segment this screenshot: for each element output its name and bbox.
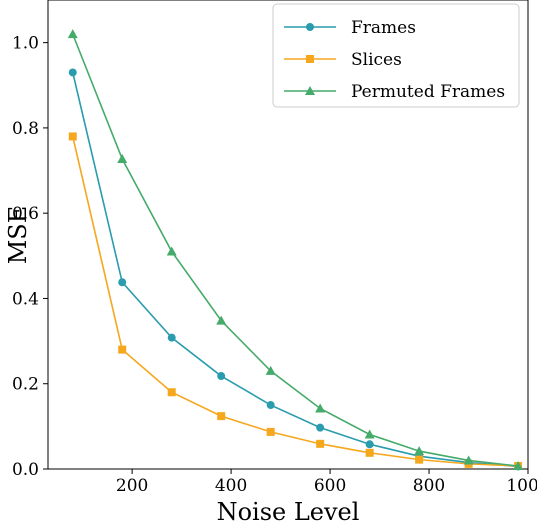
x-tick-label: 600 bbox=[314, 476, 346, 496]
x-tick-label: 200 bbox=[116, 476, 148, 496]
data-point-frames bbox=[365, 440, 374, 449]
data-point-permuted-frames bbox=[67, 29, 78, 39]
data-point-permuted-frames bbox=[216, 315, 227, 325]
data-point-slices bbox=[68, 132, 77, 141]
data-point-permuted-frames bbox=[265, 365, 276, 375]
y-tick-label: 0.4 bbox=[12, 289, 39, 309]
data-point-slices bbox=[217, 412, 226, 421]
data-point-permuted-frames bbox=[315, 403, 326, 413]
legend-box bbox=[272, 3, 520, 108]
data-point-permuted-frames bbox=[364, 429, 375, 439]
data-point-frames bbox=[118, 278, 127, 287]
legend-entry-slices: Slices bbox=[284, 50, 402, 70]
legend-entry-frames: Frames bbox=[284, 18, 416, 38]
legend-marker-frames bbox=[306, 23, 314, 31]
legend-label-permuted-frames: Permuted Frames bbox=[351, 82, 505, 102]
y-axis-title: MSE bbox=[4, 206, 32, 265]
data-point-slices bbox=[316, 439, 325, 448]
x-tick-label: 800 bbox=[413, 476, 445, 496]
y-axis: 0.0 0.2 0.4 0.6 0.8 1.0 bbox=[12, 34, 48, 480]
data-point-permuted-frames bbox=[513, 461, 524, 471]
legend-marker-permuted-frames bbox=[305, 86, 315, 95]
series-line-permuted-frames bbox=[71, 33, 519, 467]
data-point-permuted-frames bbox=[117, 154, 128, 164]
data-point-frames bbox=[266, 401, 275, 410]
y-tick-label: 0.0 bbox=[12, 460, 39, 480]
legend-marker-slices bbox=[306, 55, 314, 63]
data-point-frames bbox=[68, 68, 77, 77]
data-point-slices bbox=[365, 448, 374, 457]
series-permuted-frames bbox=[67, 29, 524, 471]
data-point-frames bbox=[316, 423, 325, 432]
series-layer bbox=[67, 29, 524, 471]
legend-label-frames: Frames bbox=[351, 18, 416, 38]
legend-entry-permuted-frames: Permuted Frames bbox=[284, 82, 505, 102]
x-tick-label: 400 bbox=[215, 476, 247, 496]
data-point-frames bbox=[167, 333, 176, 342]
data-point-slices bbox=[167, 388, 176, 397]
legend-label-slices: Slices bbox=[351, 50, 402, 70]
y-tick-label: 0.2 bbox=[12, 375, 39, 395]
data-point-frames bbox=[217, 372, 226, 381]
data-point-permuted-frames bbox=[414, 446, 425, 456]
data-point-permuted-frames bbox=[166, 246, 177, 256]
data-point-slices bbox=[415, 455, 424, 464]
series-line-slices bbox=[71, 136, 519, 467]
data-point-slices bbox=[266, 427, 275, 436]
y-tick-label: 1.0 bbox=[12, 34, 39, 54]
data-point-permuted-frames bbox=[463, 455, 474, 465]
series-line-frames bbox=[71, 72, 519, 468]
y-tick-label: 0.8 bbox=[12, 119, 39, 139]
x-axis-title: Noise Level bbox=[217, 498, 360, 526]
data-point-slices bbox=[118, 345, 127, 354]
legend: Frames Slices Permuted Frames bbox=[272, 3, 520, 108]
y-tick-label: 0.6 bbox=[12, 204, 39, 224]
